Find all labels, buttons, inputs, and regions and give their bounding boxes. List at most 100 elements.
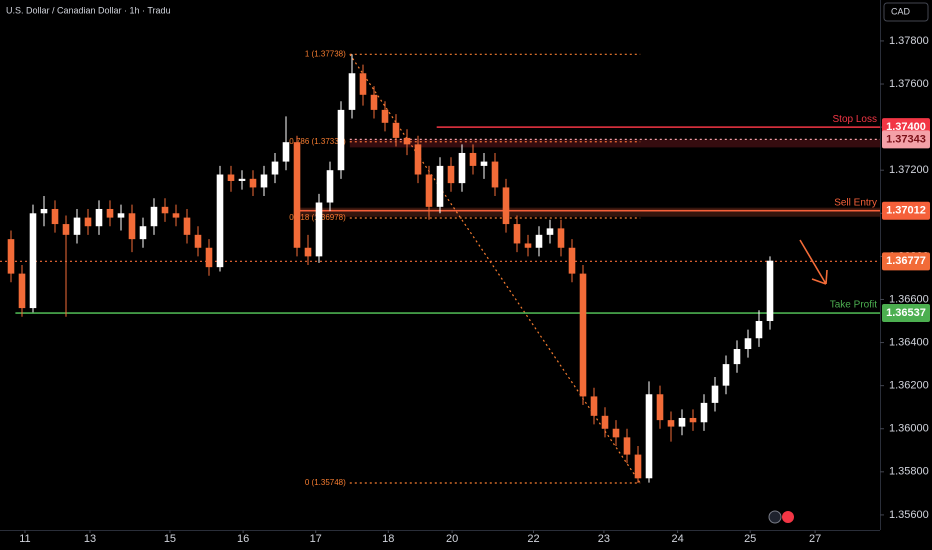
candle-body: [51, 208, 59, 225]
candle-body: [172, 213, 180, 218]
event-icon: [782, 511, 794, 523]
currency-box: [883, 2, 929, 22]
candle-body: [678, 417, 686, 427]
candle-body: [656, 394, 664, 421]
y-tick-label: 1.36400: [889, 336, 929, 348]
event-icon: [768, 510, 782, 524]
candle-body: [337, 109, 345, 171]
candle-body: [568, 247, 576, 274]
candle-body: [282, 142, 290, 162]
candle-body: [7, 239, 15, 274]
candle-body: [744, 338, 752, 350]
x-tick-label: 11: [19, 533, 30, 545]
candle-body: [260, 174, 268, 188]
candle-body: [590, 396, 598, 416]
candle-body: [502, 187, 510, 225]
x-tick-label: 18: [382, 533, 394, 545]
candle-body: [293, 142, 301, 248]
candle-body: [249, 178, 257, 188]
candle-body: [150, 206, 158, 227]
candle-body: [128, 213, 136, 240]
candle-body: [667, 420, 675, 427]
level-name: Stop Loss: [833, 114, 877, 125]
candle-body: [425, 174, 433, 207]
candle-body: [524, 243, 532, 248]
chart-title: U.S. Dollar / Canadian Dollar · 1h · Tra…: [6, 5, 171, 15]
x-tick-label: 22: [527, 533, 539, 545]
candle-body: [315, 202, 323, 257]
candle-body: [403, 137, 411, 145]
candle-body: [733, 349, 741, 365]
candle-body: [546, 228, 554, 235]
candle-body: [458, 152, 466, 184]
candle-body: [469, 152, 477, 166]
candle-body: [392, 122, 400, 138]
candle-body: [348, 73, 356, 110]
price-tag-label: 1.36537: [886, 307, 926, 319]
candle-body: [238, 178, 246, 181]
candle-body: [480, 161, 488, 166]
y-tick-label: 1.37200: [889, 164, 929, 176]
candle-body: [579, 273, 587, 397]
direction-arrow: [799, 239, 828, 285]
candle-body: [18, 273, 26, 309]
price-tag: [882, 252, 930, 271]
candle-body: [436, 165, 444, 207]
fib-label: 0.786 (1.37332): [289, 137, 346, 146]
y-tick-label: 1.35800: [889, 466, 929, 478]
candle-body: [645, 394, 653, 479]
x-tick-label: 16: [237, 533, 249, 545]
candle-body: [722, 364, 730, 386]
candle-body: [359, 73, 367, 95]
candle-body: [601, 415, 609, 429]
y-tick-label: 1.37800: [889, 35, 929, 47]
level-name: Sell Entry: [834, 197, 877, 208]
candle-body: [766, 260, 774, 322]
candle-body: [557, 228, 565, 248]
candle-body: [755, 321, 763, 339]
candle-body: [491, 161, 499, 188]
level-name: Take Profit: [830, 300, 877, 311]
candle-body: [73, 217, 81, 235]
candle-body: [117, 213, 125, 218]
candle-body: [227, 174, 235, 181]
y-tick-label: 1.37600: [889, 78, 929, 90]
candle-body: [623, 437, 631, 455]
x-tick-label: 17: [310, 533, 322, 545]
candle-body: [535, 234, 543, 248]
candle-body: [700, 402, 708, 423]
candle-body: [29, 213, 37, 309]
x-tick-label: 23: [598, 533, 610, 545]
candle-body: [216, 174, 224, 268]
candle-body: [62, 224, 70, 235]
price-tag-label: 1.37343: [886, 133, 926, 145]
y-tick-label: 1.36600: [889, 293, 929, 305]
candle-body: [271, 161, 279, 175]
fib-label: 1 (1.37738): [305, 49, 346, 58]
candle-body: [711, 385, 719, 403]
candle-body: [634, 454, 642, 479]
x-tick-label: 27: [809, 533, 821, 545]
fib-label: 0 (1.35748): [305, 478, 346, 487]
plot: 1.378001.376001.374001.372001.370001.368…: [0, 35, 930, 545]
price-tag-label: 1.37400: [886, 121, 926, 133]
candle-body: [139, 226, 147, 240]
candle-body: [381, 109, 389, 123]
candle-body: [689, 417, 697, 423]
y-tick-label: 1.35600: [889, 509, 929, 521]
candle-body: [95, 208, 103, 227]
price-tag-label: 1.36777: [886, 255, 926, 267]
x-tick-label: 20: [446, 533, 458, 545]
candle-body: [447, 165, 455, 184]
candle-body: [183, 217, 191, 235]
currency-label: CAD: [891, 6, 911, 16]
candle-body: [161, 206, 169, 214]
candle-body: [194, 234, 202, 248]
candle-body: [370, 94, 378, 110]
candle-body: [205, 247, 213, 268]
x-tick-label: 25: [744, 533, 756, 545]
price-tag: [882, 201, 930, 220]
